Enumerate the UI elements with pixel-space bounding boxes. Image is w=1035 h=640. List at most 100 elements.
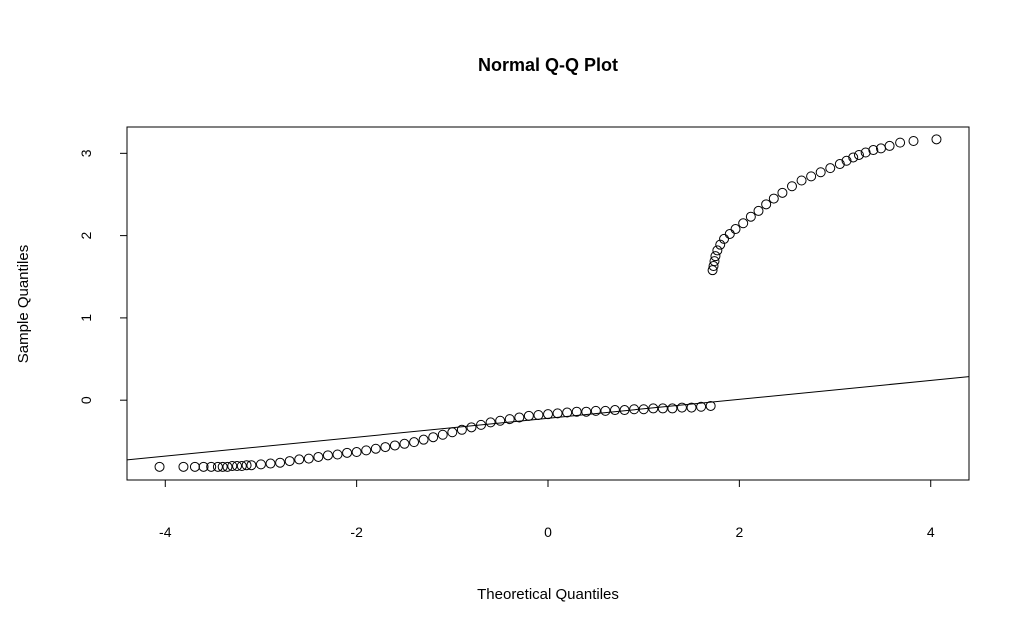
data-point	[868, 145, 879, 156]
y-tick-label: 1	[78, 314, 94, 322]
data-point	[590, 405, 601, 416]
data-point	[619, 405, 630, 416]
data-point	[708, 261, 719, 272]
data-point	[841, 155, 852, 166]
y-tick-label: 2	[78, 232, 94, 240]
data-point	[246, 460, 257, 471]
data-point	[389, 440, 400, 451]
data-point	[696, 401, 707, 412]
data-point	[609, 405, 620, 416]
data-point	[908, 135, 919, 146]
data-point	[380, 442, 391, 453]
data-point	[806, 171, 817, 182]
data-point	[629, 404, 640, 415]
data-point	[552, 408, 563, 419]
data-point	[895, 137, 906, 148]
data-point	[485, 417, 496, 428]
data-point	[860, 147, 871, 158]
data-point	[562, 407, 573, 418]
data-point	[571, 406, 582, 417]
data-point	[745, 211, 756, 222]
y-axis: 0 1 2 3	[78, 149, 128, 404]
data-point	[476, 419, 487, 430]
data-point	[241, 460, 252, 471]
data-point	[710, 251, 721, 262]
data-point	[313, 451, 324, 462]
data-point	[418, 434, 429, 445]
data-point	[931, 134, 942, 145]
data-point	[303, 453, 314, 464]
data-point	[543, 409, 553, 420]
data-point	[428, 432, 439, 443]
data-point	[198, 461, 209, 472]
data-point	[712, 245, 723, 256]
data-point	[853, 149, 864, 160]
data-point	[370, 443, 381, 454]
data-point	[154, 461, 165, 472]
data-point	[495, 415, 506, 426]
data-point	[709, 256, 720, 267]
data-point	[466, 422, 477, 433]
data-point	[715, 239, 726, 250]
data-point	[705, 400, 716, 411]
data-point	[686, 402, 697, 413]
data-point	[332, 449, 343, 460]
data-point	[719, 233, 730, 244]
plot-frame	[126, 126, 970, 481]
data-point	[730, 224, 741, 235]
points-group	[154, 134, 942, 472]
data-point	[786, 181, 797, 192]
data-point	[189, 461, 200, 472]
data-point	[667, 403, 678, 414]
data-point	[815, 167, 826, 178]
y-axis-label: Sample Quantiles	[15, 245, 32, 363]
data-point	[178, 461, 189, 472]
x-axis-label: Theoretical Quantiles	[477, 586, 619, 603]
data-point	[523, 410, 534, 421]
data-point	[399, 438, 410, 449]
x-tick-label: -2	[350, 524, 363, 540]
data-point	[657, 403, 668, 414]
data-point	[768, 193, 779, 204]
data-point	[514, 412, 525, 423]
data-point	[212, 461, 223, 472]
data-point	[676, 402, 687, 413]
x-axis: -4 -2 0 2 4	[159, 479, 935, 540]
data-point	[834, 159, 845, 170]
data-point	[227, 461, 238, 472]
data-point	[206, 461, 217, 472]
y-tick-label: 3	[78, 149, 94, 157]
x-tick-label: 4	[927, 524, 935, 540]
data-point	[777, 187, 788, 198]
data-point	[265, 458, 276, 469]
data-point	[648, 403, 659, 414]
data-point	[361, 445, 372, 456]
x-tick-label: -4	[159, 524, 172, 540]
data-point	[456, 424, 467, 435]
data-point	[232, 461, 243, 472]
data-point	[284, 456, 295, 467]
data-point	[409, 437, 420, 448]
data-point	[275, 457, 286, 468]
x-tick-label: 0	[544, 524, 552, 540]
data-point	[533, 409, 544, 420]
data-point	[322, 450, 333, 461]
data-point	[236, 461, 247, 472]
y-tick-label: 0	[78, 396, 94, 404]
data-point	[884, 140, 895, 151]
data-point	[447, 427, 458, 438]
data-point	[217, 461, 228, 472]
data-point	[342, 447, 353, 458]
chart-title: Normal Q-Q Plot	[478, 55, 618, 75]
data-point	[738, 218, 749, 229]
data-point	[825, 163, 836, 174]
data-point	[848, 152, 859, 163]
data-point	[351, 447, 362, 458]
data-point	[222, 461, 233, 472]
data-point	[638, 404, 649, 415]
data-point	[600, 405, 611, 416]
data-point	[724, 228, 735, 239]
data-point	[581, 406, 592, 417]
data-point	[255, 459, 266, 470]
